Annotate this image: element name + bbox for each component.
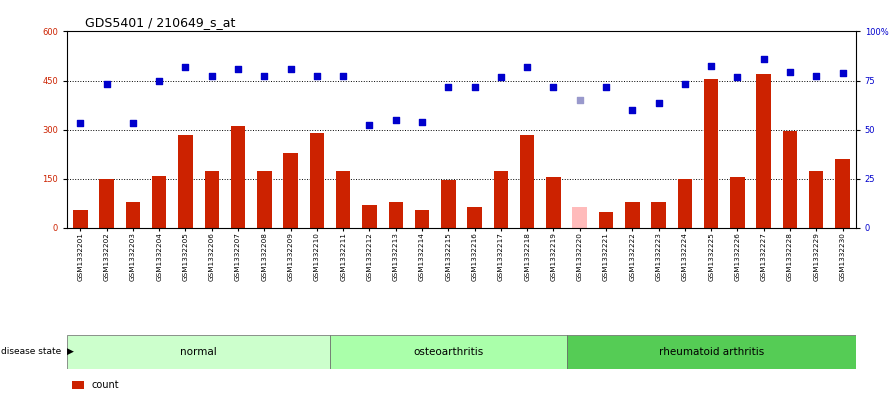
Point: [178, 64, 193, 71]
Bar: [415, 210, 429, 228]
Bar: [573, 207, 587, 228]
Point: [283, 66, 297, 72]
Point: [257, 72, 271, 79]
Point: [573, 97, 587, 103]
Bar: [468, 207, 482, 228]
Point: [99, 81, 114, 87]
Bar: [704, 79, 719, 228]
Point: [835, 70, 849, 77]
Bar: [756, 74, 771, 228]
Bar: [283, 152, 297, 228]
Point: [783, 69, 797, 75]
Point: [362, 122, 376, 128]
Point: [310, 72, 324, 79]
Point: [441, 84, 455, 90]
Bar: [178, 134, 193, 228]
Point: [204, 72, 219, 79]
Point: [756, 56, 771, 62]
Bar: [336, 171, 350, 228]
Bar: [494, 171, 508, 228]
Text: count: count: [91, 380, 119, 390]
Point: [547, 84, 561, 90]
Bar: [651, 202, 666, 228]
Text: normal: normal: [180, 347, 217, 357]
Bar: [547, 177, 561, 228]
Point: [599, 84, 613, 90]
Bar: [73, 210, 88, 228]
Bar: [362, 205, 376, 228]
Point: [152, 77, 167, 84]
Point: [677, 81, 692, 87]
Point: [809, 72, 823, 79]
Point: [625, 107, 640, 113]
Bar: [783, 131, 797, 228]
Point: [389, 117, 403, 123]
Point: [494, 74, 508, 81]
Point: [73, 120, 88, 126]
Bar: [125, 202, 140, 228]
Text: GDS5401 / 210649_s_at: GDS5401 / 210649_s_at: [85, 16, 236, 29]
Bar: [330, 335, 566, 369]
Bar: [809, 171, 823, 228]
Point: [415, 118, 429, 125]
Bar: [99, 179, 114, 228]
Bar: [599, 211, 613, 228]
Point: [520, 64, 534, 71]
Bar: [257, 171, 271, 228]
Point: [704, 63, 719, 69]
Bar: [152, 176, 167, 228]
Bar: [310, 133, 324, 228]
Text: disease state  ▶: disease state ▶: [1, 347, 73, 356]
Bar: [204, 171, 219, 228]
Bar: [389, 202, 403, 228]
Bar: [730, 177, 745, 228]
Bar: [566, 335, 856, 369]
Bar: [441, 180, 455, 228]
Point: [468, 84, 482, 90]
Bar: [835, 159, 849, 228]
Text: rheumatoid arthritis: rheumatoid arthritis: [659, 347, 763, 357]
Bar: [231, 127, 246, 228]
Bar: [625, 202, 640, 228]
Bar: [67, 335, 330, 369]
Point: [125, 120, 140, 126]
Point: [730, 74, 745, 81]
Bar: [520, 134, 534, 228]
Bar: [677, 179, 692, 228]
Text: osteoarthritis: osteoarthritis: [413, 347, 484, 357]
Point: [336, 72, 350, 79]
Point: [651, 100, 666, 107]
Point: [231, 66, 246, 72]
